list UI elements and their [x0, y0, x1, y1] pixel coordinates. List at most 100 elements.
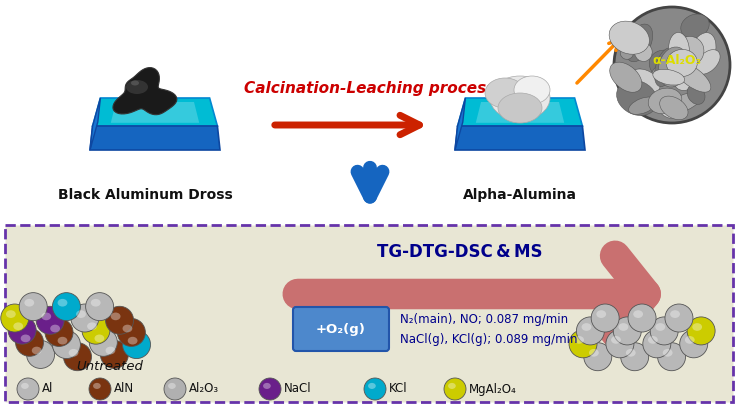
Ellipse shape	[665, 304, 693, 332]
Ellipse shape	[574, 336, 584, 344]
Ellipse shape	[117, 318, 145, 346]
Ellipse shape	[687, 317, 715, 345]
Ellipse shape	[635, 42, 652, 61]
Ellipse shape	[448, 383, 456, 389]
Ellipse shape	[692, 323, 702, 331]
Ellipse shape	[17, 378, 39, 400]
Ellipse shape	[52, 330, 80, 359]
Ellipse shape	[126, 80, 148, 94]
Ellipse shape	[669, 33, 689, 67]
Ellipse shape	[569, 330, 597, 358]
Ellipse shape	[27, 340, 55, 368]
Ellipse shape	[620, 46, 633, 59]
Polygon shape	[476, 102, 564, 123]
Ellipse shape	[76, 310, 86, 318]
Ellipse shape	[687, 85, 705, 104]
Ellipse shape	[52, 293, 80, 321]
Ellipse shape	[21, 335, 30, 342]
Ellipse shape	[263, 383, 271, 389]
Ellipse shape	[655, 48, 676, 87]
Ellipse shape	[364, 378, 386, 400]
Ellipse shape	[259, 378, 281, 400]
Ellipse shape	[86, 293, 114, 321]
Ellipse shape	[610, 62, 642, 92]
Ellipse shape	[613, 317, 641, 345]
Ellipse shape	[58, 299, 67, 306]
Ellipse shape	[633, 310, 643, 318]
Ellipse shape	[655, 91, 683, 119]
Ellipse shape	[32, 347, 41, 354]
Text: N₂(main), NO; 0.087 mg/min: N₂(main), NO; 0.087 mg/min	[400, 313, 568, 326]
Ellipse shape	[618, 323, 628, 331]
Ellipse shape	[675, 73, 696, 90]
Polygon shape	[111, 102, 199, 123]
Ellipse shape	[658, 47, 689, 87]
Ellipse shape	[100, 340, 128, 368]
FancyBboxPatch shape	[5, 225, 733, 402]
Ellipse shape	[655, 323, 665, 331]
Ellipse shape	[368, 383, 376, 389]
Text: Calcination-Leaching process: Calcination-Leaching process	[244, 81, 496, 96]
Ellipse shape	[582, 323, 591, 331]
Ellipse shape	[675, 63, 711, 92]
Ellipse shape	[680, 14, 709, 38]
Text: NaCl: NaCl	[284, 383, 311, 396]
Ellipse shape	[606, 330, 634, 358]
Ellipse shape	[648, 336, 658, 344]
Ellipse shape	[91, 299, 100, 306]
Text: MgAl₂O₄: MgAl₂O₄	[469, 383, 517, 396]
Ellipse shape	[609, 21, 649, 54]
Ellipse shape	[614, 7, 730, 123]
Text: NaCl(g), KCl(g); 0.089 mg/min: NaCl(g), KCl(g); 0.089 mg/min	[400, 333, 578, 346]
Ellipse shape	[50, 325, 60, 333]
Ellipse shape	[168, 383, 176, 389]
Text: Al: Al	[42, 383, 53, 396]
Ellipse shape	[691, 52, 710, 72]
Ellipse shape	[63, 343, 92, 371]
Ellipse shape	[663, 349, 672, 357]
Ellipse shape	[626, 24, 652, 62]
Ellipse shape	[89, 328, 117, 356]
Ellipse shape	[680, 29, 701, 44]
Ellipse shape	[674, 61, 697, 82]
Ellipse shape	[651, 65, 666, 84]
Ellipse shape	[128, 337, 137, 344]
Ellipse shape	[680, 330, 708, 358]
Ellipse shape	[685, 336, 694, 344]
Polygon shape	[90, 98, 100, 150]
Ellipse shape	[24, 299, 34, 306]
Text: AlN: AlN	[114, 383, 134, 396]
Ellipse shape	[634, 69, 645, 82]
Text: α-Al₂O₃: α-Al₂O₃	[652, 53, 702, 66]
Ellipse shape	[41, 313, 51, 320]
Text: Alpha-Alumina: Alpha-Alumina	[463, 188, 577, 202]
Ellipse shape	[45, 318, 73, 346]
Ellipse shape	[444, 378, 466, 400]
Polygon shape	[458, 98, 582, 126]
Ellipse shape	[8, 316, 36, 344]
Ellipse shape	[649, 50, 684, 81]
Ellipse shape	[1, 304, 29, 332]
Ellipse shape	[653, 69, 685, 85]
Ellipse shape	[69, 349, 78, 357]
Text: +O₂(g): +O₂(g)	[316, 322, 366, 335]
Ellipse shape	[670, 310, 680, 318]
Ellipse shape	[584, 343, 612, 371]
Polygon shape	[455, 126, 585, 150]
Ellipse shape	[58, 337, 67, 344]
Ellipse shape	[666, 92, 701, 113]
Ellipse shape	[695, 50, 720, 74]
Ellipse shape	[111, 313, 120, 320]
Ellipse shape	[629, 97, 657, 114]
Ellipse shape	[36, 306, 64, 334]
Ellipse shape	[15, 328, 44, 356]
Ellipse shape	[596, 310, 606, 318]
Ellipse shape	[6, 310, 15, 318]
Ellipse shape	[648, 88, 682, 114]
Ellipse shape	[19, 293, 47, 321]
Ellipse shape	[689, 33, 716, 74]
Ellipse shape	[93, 383, 101, 389]
Ellipse shape	[675, 37, 704, 66]
Ellipse shape	[106, 306, 134, 334]
Ellipse shape	[611, 336, 621, 344]
